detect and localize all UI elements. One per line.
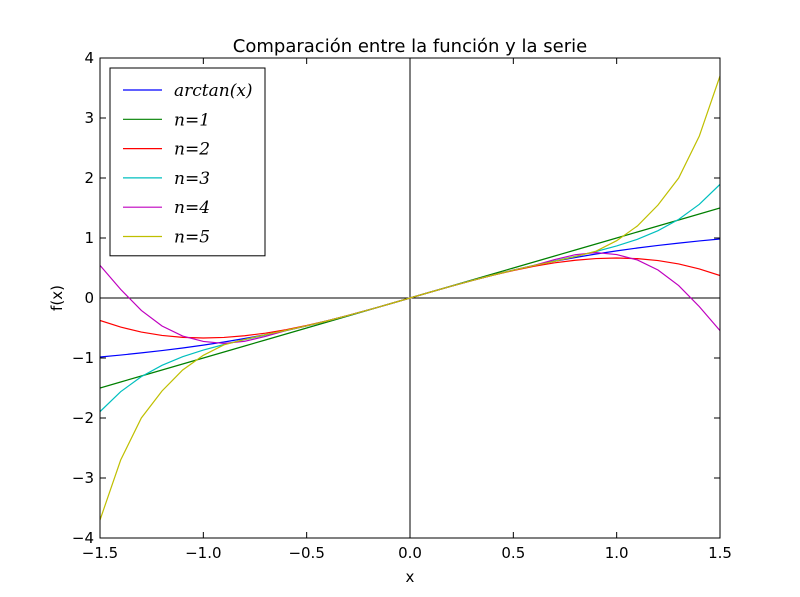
legend-box — [109, 67, 266, 257]
x-axis-label: x — [406, 568, 415, 586]
legend-label-5: n=5 — [174, 228, 210, 248]
x-tick-label: −1.5 — [82, 544, 118, 562]
y-tick-label: −3 — [72, 469, 94, 487]
y-tick-label: 4 — [84, 49, 94, 67]
y-tick-label: 1 — [84, 229, 94, 247]
y-tick-label: −1 — [72, 349, 94, 367]
x-tick-label: −1.0 — [185, 544, 221, 562]
y-axis-label: f(x) — [48, 285, 66, 311]
plot-frame — [99, 57, 721, 539]
y-tick-label: 3 — [84, 109, 94, 127]
x-tick-label: −0.5 — [288, 544, 324, 562]
legend-label-4: n=4 — [174, 198, 210, 218]
legend-label-0: arctan(x) — [174, 81, 253, 101]
x-tick-label: 1.5 — [708, 544, 732, 562]
x-tick-label: 0.0 — [398, 544, 422, 562]
legend-label-1: n=1 — [174, 110, 210, 130]
y-tick-label: −2 — [72, 409, 94, 427]
series-group — [100, 75, 720, 521]
legend: arctan(x) n=1 n=2 n=3 n=4 n=5 — [109, 67, 266, 257]
y-tick-label: 2 — [84, 169, 94, 187]
y-tick-label: −4 — [72, 529, 94, 547]
y-tick-label: 0 — [84, 289, 94, 307]
x-tick-label: 0.5 — [501, 544, 525, 562]
x-tick-label: 1.0 — [605, 544, 629, 562]
series-line-5 — [100, 75, 720, 521]
chart-title: Comparación entre la función y la serie — [233, 36, 587, 57]
plot-area: −1.5 −1.0 −0.5 0.0 0.5 1.0 1.5 −4 −3 −2 −1 0 1 2 3 4 — [72, 49, 732, 562]
legend-label-2: n=2 — [174, 140, 210, 160]
legend-label-3: n=3 — [174, 169, 210, 189]
